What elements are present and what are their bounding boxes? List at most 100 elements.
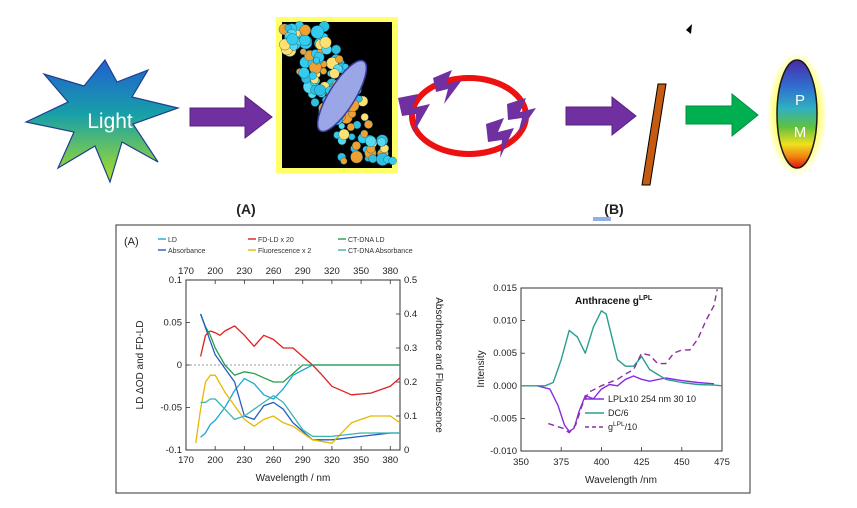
x-tick-label-top: 260 (266, 266, 282, 277)
x-tick-label-top: 350 (353, 266, 369, 277)
dna-bead (308, 71, 317, 80)
x-tick-label-top: 320 (324, 266, 340, 277)
arrow-right-icon (565, 95, 637, 137)
series-line-absorbance (199, 313, 400, 441)
dna-bead (364, 120, 373, 129)
y-tick-label: -0.05 (160, 403, 182, 414)
series-line-ct-dna-ld (199, 313, 400, 383)
y-tick-label: -0.010 (490, 446, 517, 457)
legend-entry: CT-DNA Absorbance (348, 248, 413, 255)
x-tick-label: 290 (295, 455, 311, 466)
series-line-ct-dna-absorbance (200, 394, 400, 438)
y-tick-label: -0.005 (490, 413, 517, 424)
x-tick-label-top: 380 (382, 266, 398, 277)
dna-bead (313, 56, 320, 64)
y-axis-label-right: Absorbance and Fluorescence (433, 297, 444, 433)
arrow-right-icon (189, 94, 273, 140)
dna-bead (314, 84, 326, 97)
dna-bead (360, 129, 369, 138)
chart-title: Anthracene gLPL (575, 295, 653, 307)
x-tick-label-top: 290 (295, 266, 311, 277)
x-tick-label: 375 (553, 457, 569, 468)
light-star-icon (24, 58, 181, 184)
dna-bead (365, 135, 377, 147)
lightning-bolt-icon (398, 70, 536, 158)
detector-letter-m: M (794, 124, 807, 141)
dna-bead (368, 154, 378, 164)
x-tick-label: 260 (266, 455, 282, 466)
x-tick-label-top: 200 (207, 266, 223, 277)
x-axis-label: Wavelength / nm (256, 473, 331, 484)
series-line-lpl (536, 375, 715, 433)
dna-bead (360, 113, 369, 122)
x-tick-label: 380 (382, 455, 398, 466)
dna-molecule-image (276, 17, 398, 173)
x-tick-label-top: 230 (236, 266, 252, 277)
dna-bead (388, 156, 397, 165)
dna-bead (319, 36, 332, 49)
x-tick-label-top: 170 (178, 266, 194, 277)
section-label-a: (A) (236, 201, 255, 217)
plot-frame (520, 287, 723, 452)
y-tick-label: 0 (177, 360, 182, 371)
x-tick-label: 230 (236, 455, 252, 466)
legend-entry: LD (168, 237, 177, 244)
dna-bead (351, 141, 361, 151)
series-line-dc (521, 310, 723, 387)
x-tick-label: 200 (207, 455, 223, 466)
detector-letter-p: P (795, 92, 805, 109)
legend-entry: FD-LD x 20 (258, 237, 294, 244)
legend-entry: CT-DNA LD (348, 237, 385, 244)
dna-bead (310, 25, 325, 39)
x-tick-label: 350 (353, 455, 369, 466)
dna-bead (298, 67, 310, 79)
dna-bead (310, 98, 320, 107)
y-tick-label-right: 0 (404, 445, 409, 456)
series-line-g-lpl (548, 289, 718, 434)
legend-entry: gLPL/10 (608, 421, 637, 432)
dna-bead (338, 122, 346, 130)
dna-bead (376, 137, 387, 147)
series-line-fluorescence-x-2 (195, 374, 401, 444)
dna-bead (350, 150, 363, 164)
x-tick-label: 425 (634, 457, 650, 468)
panel-label: (A) (124, 236, 139, 248)
x-tick-label: 320 (324, 455, 340, 466)
spectra-chart-right: Anthracene gLPL 350 375 400 425 450 475 0.015 0… (476, 283, 730, 486)
x-axis-label: Wavelength /nm (585, 475, 657, 486)
y-axis-label: Intensity (476, 350, 487, 387)
y-tick-label: 0.1 (169, 275, 182, 286)
y-axis-label-left: LD ΔOD and FD-LD (135, 321, 146, 410)
dna-bead (338, 128, 350, 140)
legend-entry: Absorbance (168, 248, 205, 255)
polarizer-icon (641, 24, 692, 186)
dna-bead (286, 33, 299, 46)
y-tick-label-right: 0.2 (404, 377, 417, 388)
y-tick-label-right: 0.3 (404, 343, 417, 354)
star-text: Light (87, 110, 133, 133)
y-tick-label-right: 0.5 (404, 275, 417, 286)
dna-bead (299, 48, 307, 56)
legend-entry: LPLx10 254 nm 30 10 (608, 394, 696, 404)
dna-bead (299, 24, 311, 36)
x-tick-label: 350 (513, 457, 529, 468)
dna-bead (329, 68, 340, 79)
series-line-fd-ld-x-20 (199, 325, 401, 396)
x-tick-label: 475 (714, 457, 730, 468)
x-tick-label: 170 (178, 455, 194, 466)
x-tick-label: 400 (593, 457, 609, 468)
section-label-b: (B) (604, 201, 623, 217)
y-tick-label: 0.010 (493, 316, 517, 327)
y-tick-label-right: 0.1 (404, 411, 417, 422)
y-tick-label: 0.000 (493, 381, 517, 392)
dna-bead (331, 44, 342, 55)
dna-bead (299, 34, 311, 47)
dna-bead (320, 67, 328, 75)
y-tick-label: 0.015 (493, 283, 517, 294)
dna-bead (340, 157, 348, 165)
y-tick-label-right: 0.4 (404, 309, 417, 320)
y-tick-label: -0.1 (166, 445, 182, 456)
arrow-right-icon (685, 92, 759, 138)
dna-bead (346, 123, 355, 132)
